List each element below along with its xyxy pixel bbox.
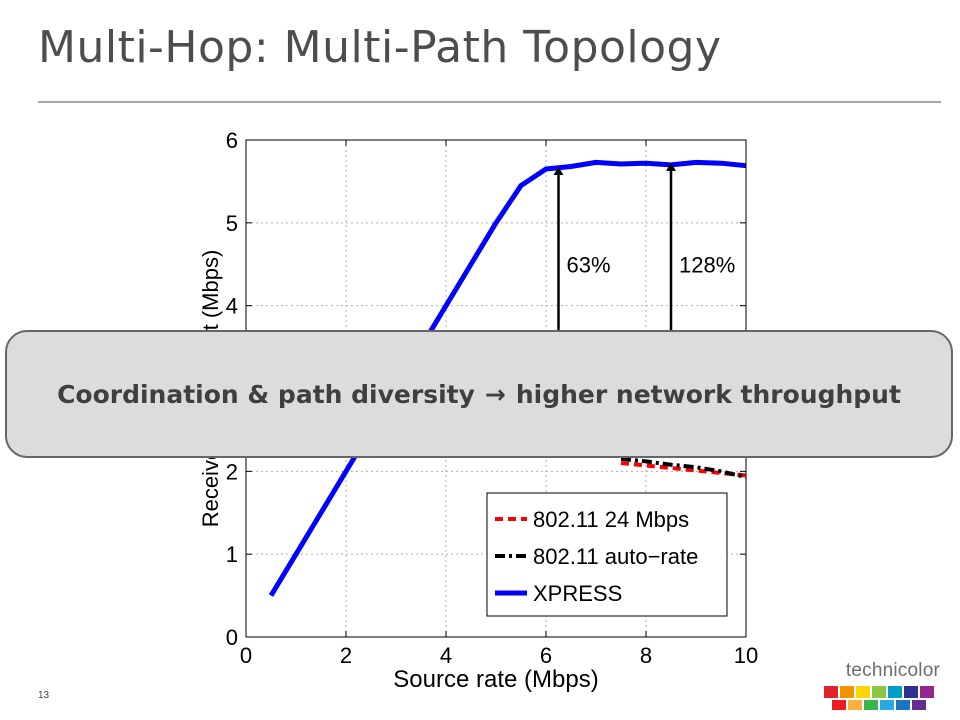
legend-label: 802.11 24 Mbps xyxy=(533,507,689,532)
page-number: 13 xyxy=(38,690,50,701)
y-tick-label: 4 xyxy=(226,294,238,319)
x-tick-label: 0 xyxy=(240,643,252,668)
annotation-label: 63% xyxy=(567,252,611,277)
y-tick-label: 5 xyxy=(226,211,238,236)
logo-color-bars-icon xyxy=(824,686,940,712)
callout-left-text: Coordination & path diversity xyxy=(57,379,475,409)
legend-label: XPRESS xyxy=(533,581,622,606)
technicolor-logo: technicolor xyxy=(822,660,940,712)
annotation-label: 128% xyxy=(679,252,735,277)
x-tick-label: 8 xyxy=(640,643,652,668)
x-tick-label: 2 xyxy=(340,643,352,668)
slide-title: Multi-Hop: Multi-Path Topology xyxy=(38,22,722,73)
x-tick-label: 4 xyxy=(440,643,452,668)
logo-text: technicolor xyxy=(845,660,940,681)
right-arrow-icon: → xyxy=(484,379,506,409)
y-tick-label: 6 xyxy=(226,128,238,153)
series-line-802-11-auto-rate xyxy=(620,456,747,480)
y-tick-label: 2 xyxy=(226,459,238,484)
x-tick-label: 6 xyxy=(540,643,552,668)
title-divider xyxy=(38,101,941,103)
y-tick-label: 1 xyxy=(226,542,238,567)
legend-label: 802.11 auto−rate xyxy=(533,544,698,569)
x-axis-label: Source rate (Mbps) xyxy=(393,666,598,693)
chart-legend: 802.11 24 Mbps 802.11 auto−rate XPRESS xyxy=(486,492,728,617)
callout-right-text: higher network throughput xyxy=(515,379,901,409)
callout-banner: Coordination & path diversity → higher n… xyxy=(5,330,953,458)
y-tick-label: 0 xyxy=(226,625,238,650)
x-tick-label: 10 xyxy=(734,643,758,668)
